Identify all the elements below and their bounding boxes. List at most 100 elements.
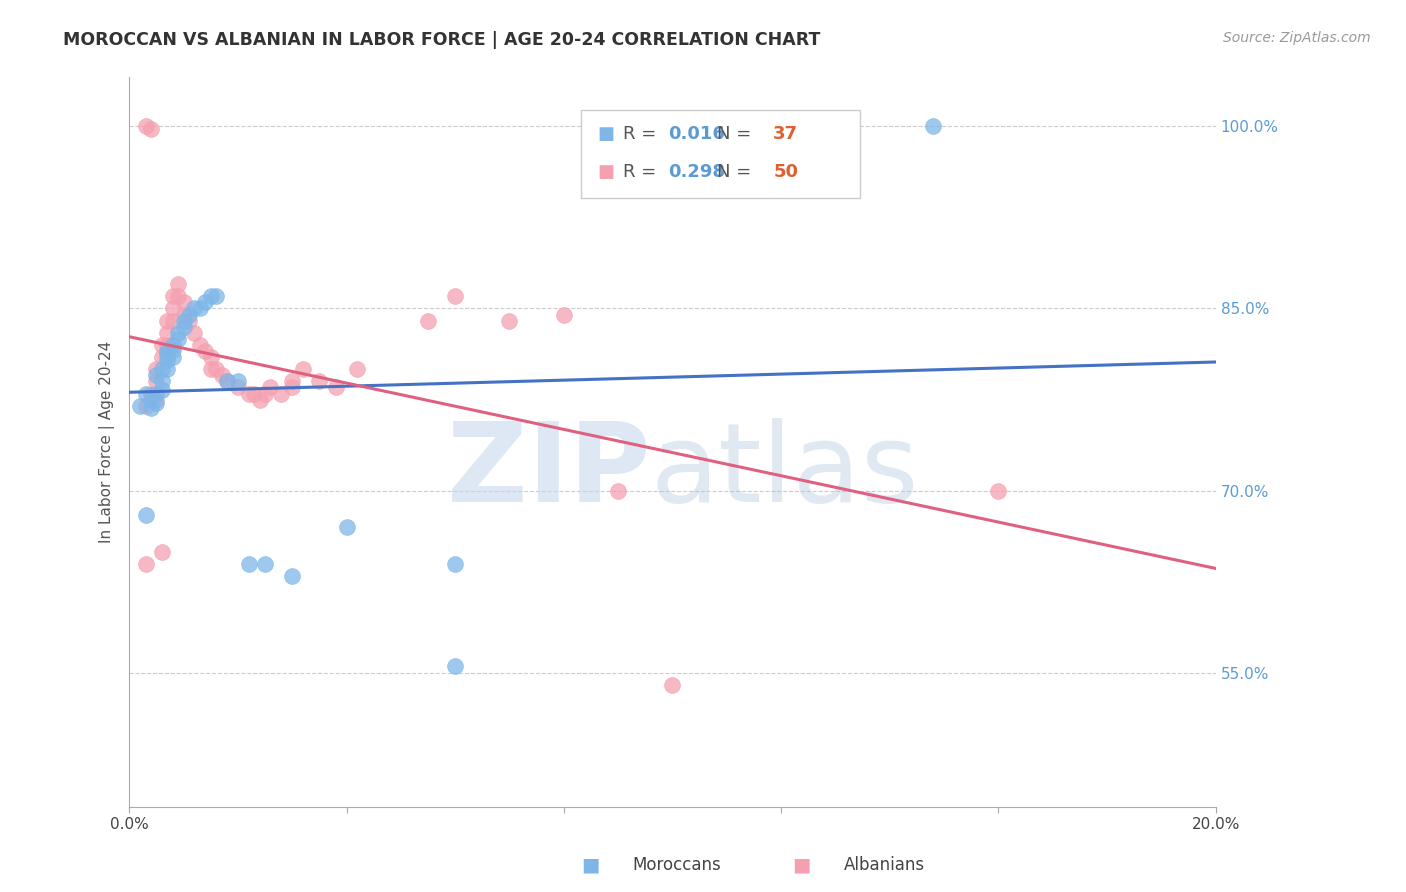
Text: ZIP: ZIP — [447, 417, 651, 524]
Text: 37: 37 — [773, 125, 799, 143]
Point — [335, 520, 357, 534]
Text: Source: ZipAtlas.com: Source: ZipAtlas.com — [1223, 31, 1371, 45]
Point — [200, 350, 222, 364]
Point — [162, 289, 184, 303]
Point — [162, 301, 184, 316]
Point — [444, 289, 467, 303]
Point — [194, 344, 217, 359]
Point — [135, 119, 157, 133]
Point — [254, 557, 277, 571]
Point — [173, 295, 195, 310]
Point — [346, 362, 368, 376]
Point — [145, 396, 167, 410]
Point — [553, 308, 575, 322]
Point — [177, 313, 200, 327]
Point — [162, 350, 184, 364]
Point — [156, 326, 179, 340]
Text: MOROCCAN VS ALBANIAN IN LABOR FORCE | AGE 20-24 CORRELATION CHART: MOROCCAN VS ALBANIAN IN LABOR FORCE | AG… — [63, 31, 821, 49]
Point — [281, 375, 304, 389]
Point — [135, 508, 157, 523]
Point — [281, 380, 304, 394]
Point — [308, 375, 330, 389]
Point — [145, 392, 167, 407]
Point — [211, 368, 233, 383]
Point — [215, 375, 238, 389]
Point — [259, 380, 281, 394]
Point — [162, 338, 184, 352]
Point — [145, 368, 167, 383]
Text: 0.016: 0.016 — [668, 125, 724, 143]
Point — [156, 338, 179, 352]
Point — [238, 386, 260, 401]
Text: R =: R = — [623, 125, 662, 143]
Point — [150, 544, 173, 558]
Point — [215, 375, 238, 389]
Point — [139, 386, 162, 401]
Point — [281, 569, 304, 583]
Point — [249, 392, 271, 407]
Point — [177, 308, 200, 322]
Point — [150, 375, 173, 389]
Text: ■: ■ — [581, 855, 600, 875]
Point — [167, 277, 190, 292]
Point — [156, 352, 179, 367]
Point — [188, 338, 211, 352]
Point — [173, 319, 195, 334]
Point — [162, 343, 184, 357]
Y-axis label: In Labor Force | Age 20-24: In Labor Force | Age 20-24 — [100, 341, 115, 543]
Point — [167, 332, 190, 346]
Point — [173, 313, 195, 327]
Point — [139, 392, 162, 407]
Point — [200, 362, 222, 376]
Point — [139, 401, 162, 416]
Point — [150, 350, 173, 364]
Point — [292, 362, 315, 376]
Text: R =: R = — [623, 163, 662, 181]
Point — [226, 380, 249, 394]
Point — [226, 375, 249, 389]
Point — [188, 301, 211, 316]
Text: N =: N = — [717, 125, 756, 143]
Point — [607, 483, 630, 498]
Point — [156, 344, 179, 359]
Point — [145, 386, 167, 401]
Text: atlas: atlas — [651, 417, 920, 524]
Point — [254, 386, 277, 401]
Point — [145, 375, 167, 389]
Point — [167, 326, 190, 340]
Point — [444, 659, 467, 673]
Point — [145, 362, 167, 376]
Text: Albanians: Albanians — [844, 856, 925, 874]
Point — [162, 313, 184, 327]
Point — [200, 289, 222, 303]
Point — [325, 380, 347, 394]
Point — [156, 348, 179, 362]
Point — [150, 383, 173, 397]
Point — [987, 483, 1010, 498]
Text: 0.298: 0.298 — [668, 163, 725, 181]
Point — [183, 326, 205, 340]
Text: ■: ■ — [598, 125, 614, 143]
Point — [135, 386, 157, 401]
Point — [167, 289, 190, 303]
Point — [238, 557, 260, 571]
Point — [156, 313, 179, 327]
Point — [139, 121, 162, 136]
Point — [135, 399, 157, 413]
Text: Moroccans: Moroccans — [633, 856, 721, 874]
Point — [129, 399, 152, 413]
Point — [194, 295, 217, 310]
Point — [135, 557, 157, 571]
Point — [270, 386, 292, 401]
Point — [661, 678, 683, 692]
Point — [922, 119, 945, 133]
Point — [150, 362, 173, 376]
Text: ■: ■ — [598, 163, 614, 181]
Text: N =: N = — [717, 163, 756, 181]
Point — [173, 308, 195, 322]
Point — [150, 338, 173, 352]
Point — [205, 362, 228, 376]
Point — [444, 557, 467, 571]
Point — [156, 362, 179, 376]
Point — [498, 313, 520, 327]
